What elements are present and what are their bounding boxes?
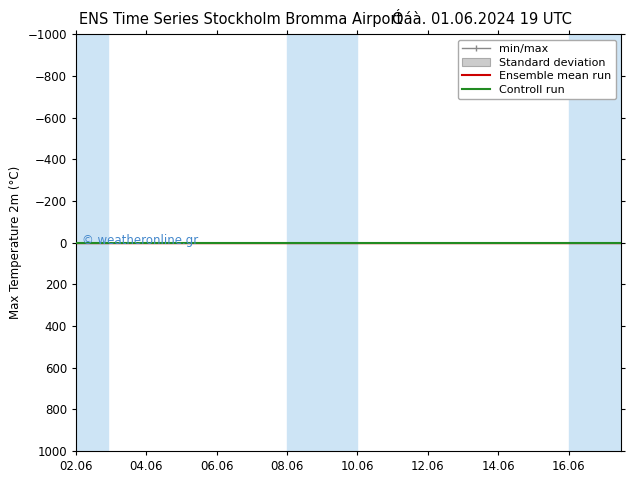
Text: ENS Time Series Stockholm Bromma Airport: ENS Time Series Stockholm Bromma Airport — [79, 12, 403, 27]
Text: © weatheronline.gr: © weatheronline.gr — [82, 234, 198, 247]
Bar — [76, 34, 108, 451]
Y-axis label: Max Temperature 2m (°C): Max Temperature 2m (°C) — [9, 166, 22, 319]
Legend: min/max, Standard deviation, Ensemble mean run, Controll run: min/max, Standard deviation, Ensemble me… — [458, 40, 616, 99]
Text: Óáà. 01.06.2024 19 UTC: Óáà. 01.06.2024 19 UTC — [392, 12, 572, 27]
Bar — [287, 34, 358, 451]
Bar — [569, 34, 621, 451]
